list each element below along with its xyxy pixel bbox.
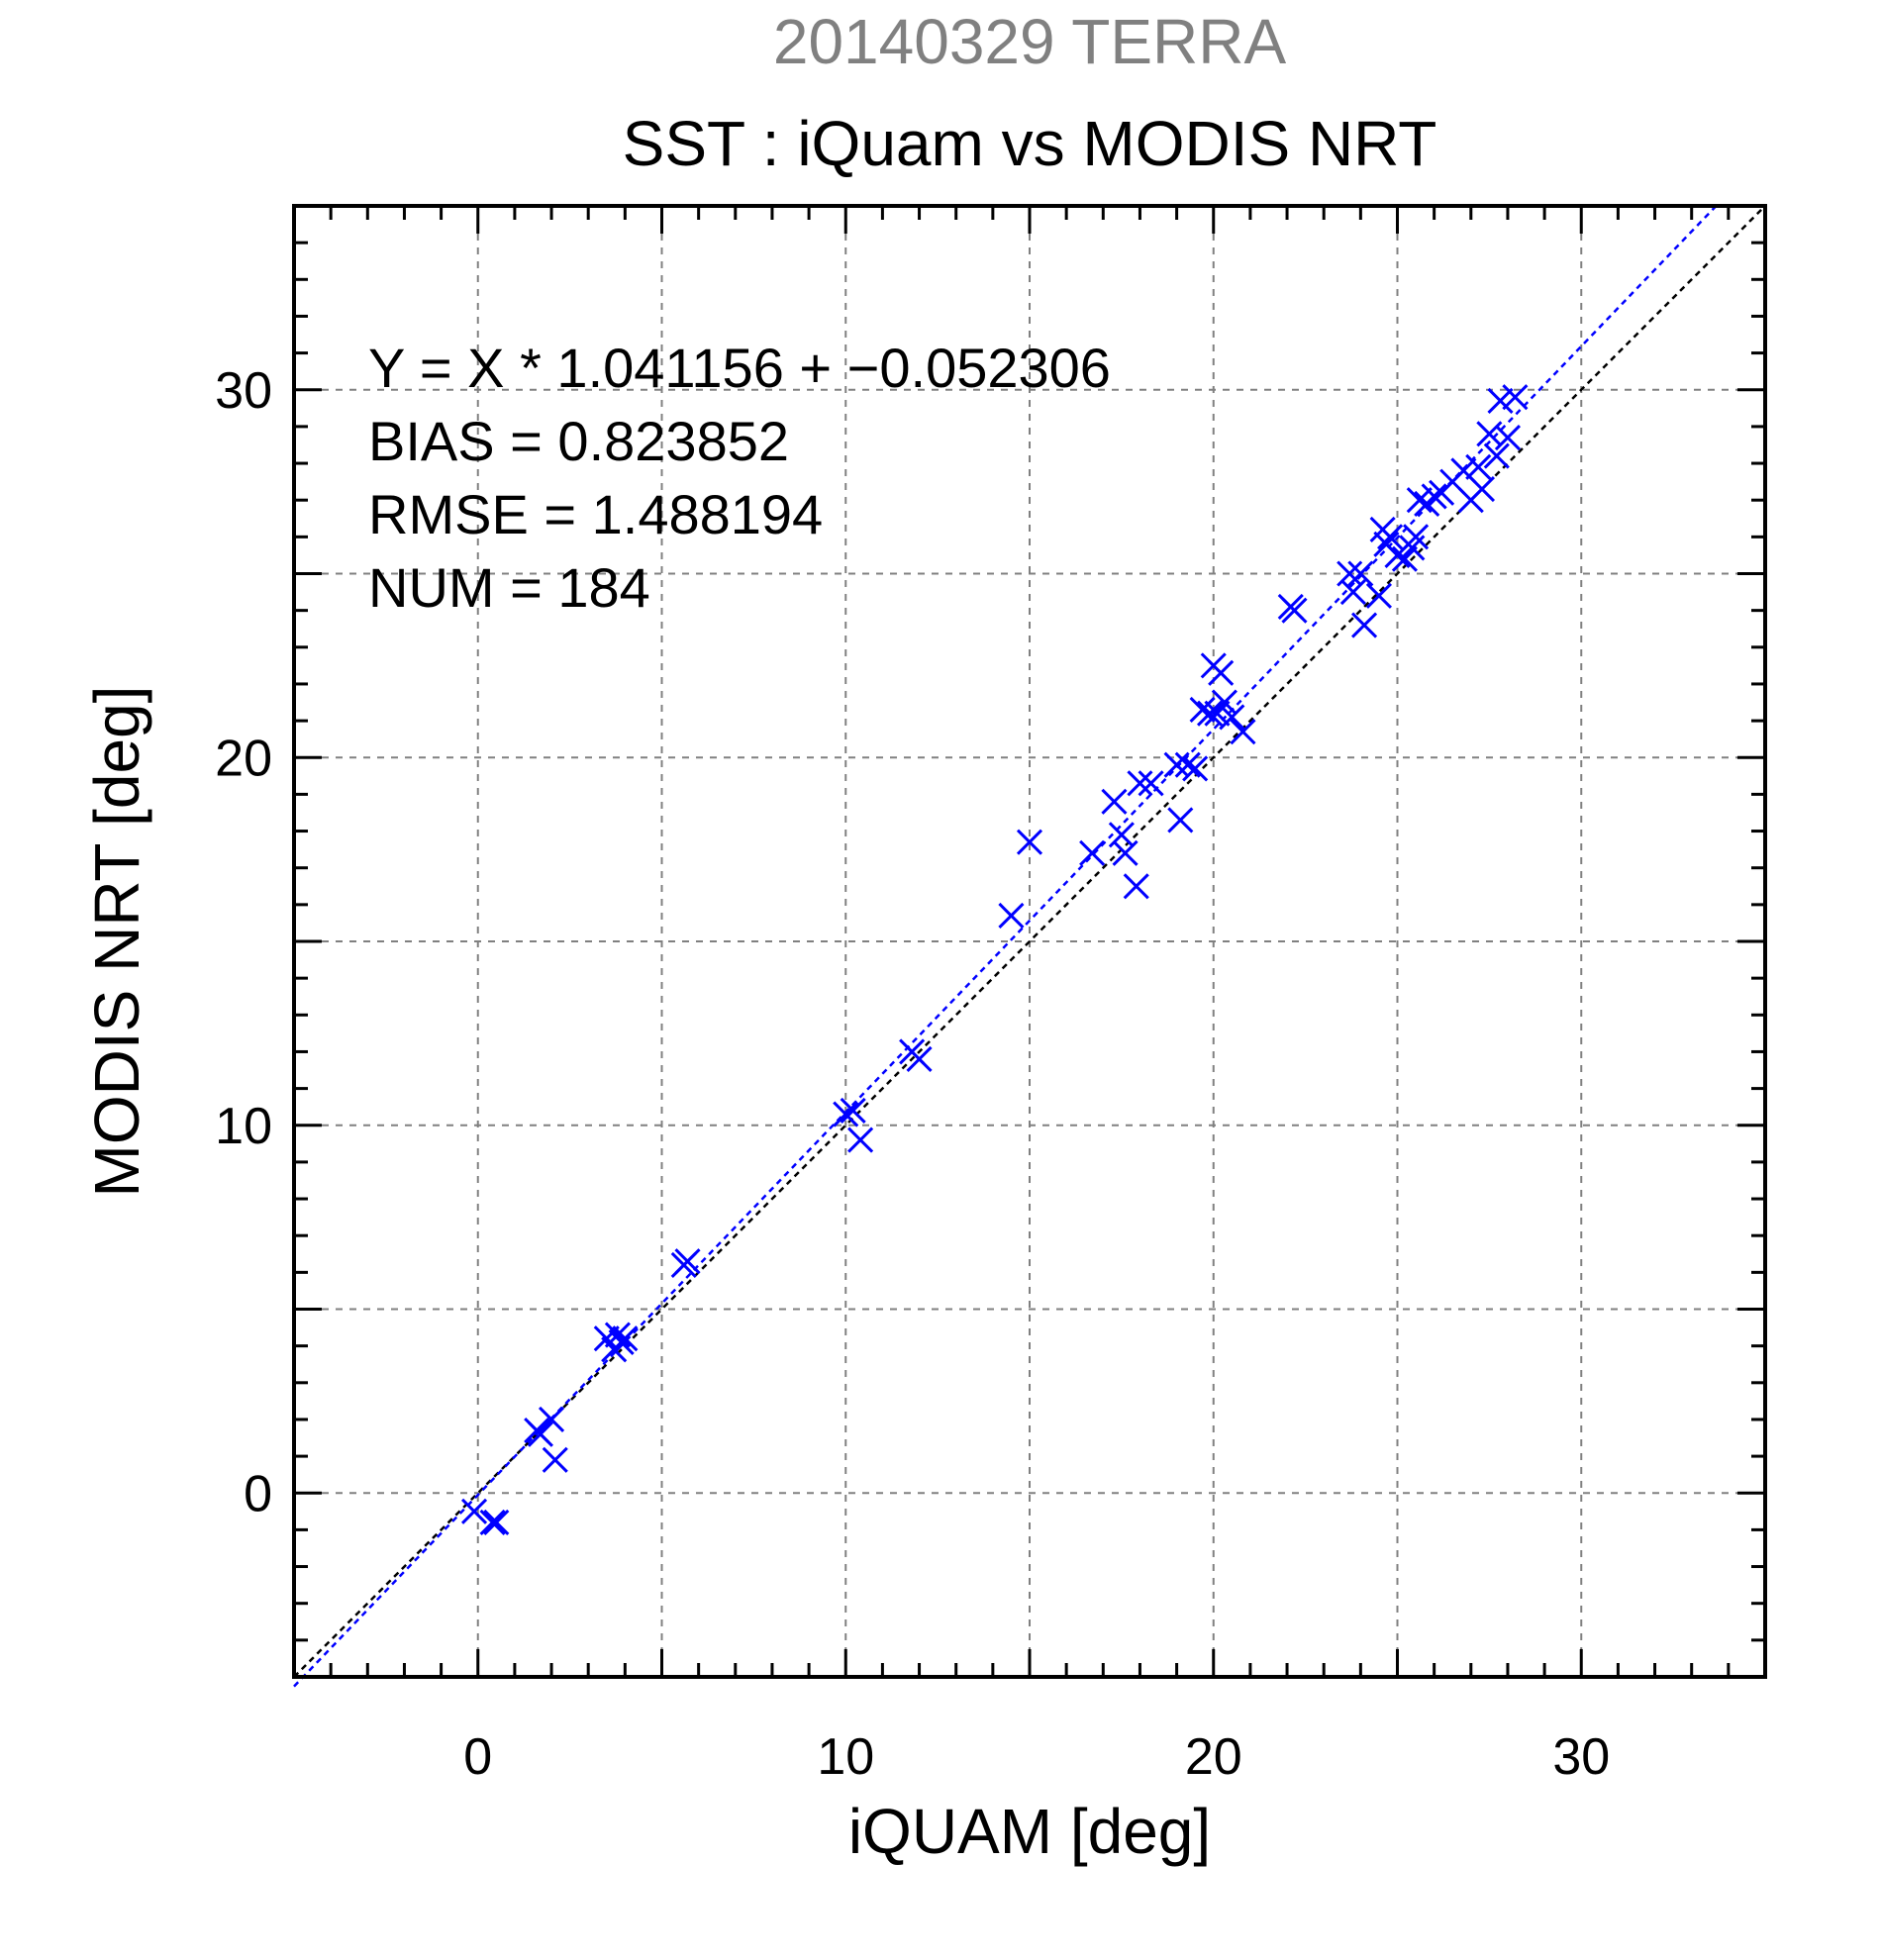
data-point-marker [604,1322,631,1348]
data-point-marker [542,1446,568,1473]
data-point-marker [1230,719,1256,745]
data-point-marker [1502,384,1529,411]
regression-stats: Y = X * 1.041156 + −0.052306 BIAS = 0.82… [368,337,1111,619]
data-point-marker [538,1406,565,1433]
data-point-marker [1211,689,1238,716]
stats-rmse: RMSE = 1.488194 [368,483,823,545]
data-point-marker [1138,770,1164,797]
data-point-marker [840,1097,866,1124]
tick-labels: 0 10 20 30 0 10 20 30 [215,362,1610,1786]
data-point-marker [1204,700,1231,727]
data-point-marker [847,1127,874,1153]
data-point-marker [1196,700,1224,727]
axis-ticks [292,204,1767,1679]
data-point-marker [1219,704,1245,731]
data-point-marker [1350,612,1378,638]
data-point-marker [1487,387,1514,414]
y-tick-label: 30 [215,362,272,420]
stats-bias: BIAS = 0.823852 [368,410,789,472]
stats-num: NUM = 184 [368,556,650,619]
y-tick-label: 10 [215,1098,272,1155]
identity-line [293,205,1766,1678]
data-point-marker [1339,579,1366,606]
data-point-marker [1391,545,1418,572]
y-tick-label: 20 [215,730,272,787]
data-point-marker [998,902,1025,930]
data-point-marker [1406,487,1433,514]
data-point-marker [1208,659,1235,686]
data-point-marker [906,1045,933,1072]
data-point-marker [1123,873,1149,900]
chart-suptitle: 20140329 TERRA [773,6,1287,77]
x-tick-label: 10 [817,1728,874,1786]
x-tick-label: 20 [1185,1728,1242,1786]
data-point-marker [1127,770,1153,797]
data-point-marker [1377,524,1404,550]
data-point-marker [1365,582,1392,609]
data-points [460,384,1529,1536]
x-tick-label: 30 [1552,1728,1610,1786]
data-point-marker [1016,829,1043,855]
data-point-marker [1483,442,1510,469]
data-point-marker [527,1421,553,1447]
data-point-marker [1403,524,1430,550]
stats-equation: Y = X * 1.041156 + −0.052306 [368,337,1111,399]
x-tick-label: 0 [463,1728,492,1786]
data-point-marker [479,1509,506,1536]
data-point-marker [1101,788,1128,815]
data-point-marker [1468,475,1496,503]
data-point-marker [1182,755,1209,782]
y-axis-label: MODIS NRT [deg] [81,686,152,1198]
data-point-marker [1347,560,1374,587]
data-point-marker [1167,807,1194,833]
y-tick-label: 0 [244,1465,272,1522]
data-point-marker [612,1325,639,1352]
data-point-marker [483,1509,510,1536]
data-point-marker [1112,839,1138,866]
reference-lines [293,205,1766,1688]
data-point-marker [1189,696,1216,724]
chart-title: SST : iQuam vs MODIS NRT [623,108,1437,179]
data-point-marker [1494,424,1522,451]
data-point-marker [460,1498,488,1524]
plot-frame [292,204,1767,1679]
data-point-marker [1079,839,1106,866]
data-point-marker [1421,483,1447,510]
regression-line [293,205,1718,1688]
x-axis-label: iQUAM [deg] [848,1796,1211,1867]
data-point-marker [1174,751,1201,778]
data-point-marker [833,1101,859,1127]
data-point-marker [674,1248,701,1275]
data-point-marker [1465,453,1492,480]
data-point-marker [1281,597,1308,624]
